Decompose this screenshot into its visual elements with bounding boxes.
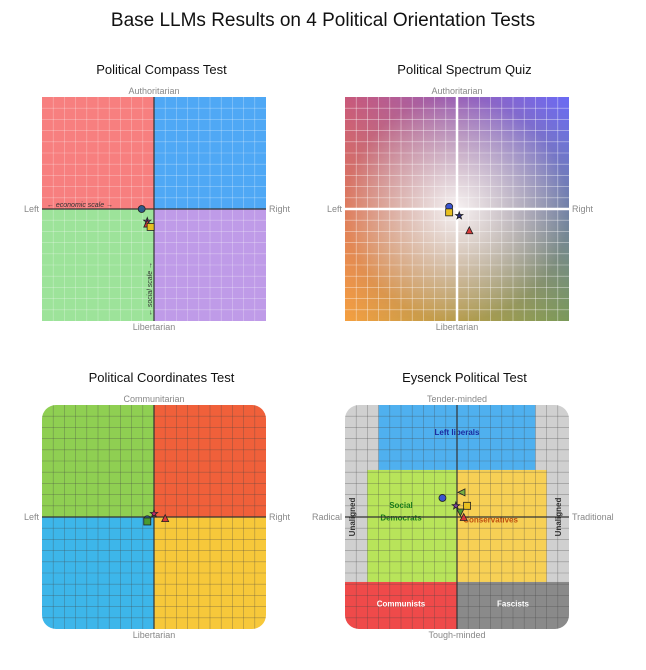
label-right: Traditional [572,512,614,522]
data-point-square [445,208,454,217]
quadrant-top-right [154,97,266,209]
label-left: Radical [312,512,342,522]
y-axis-label: ← social scale → [147,262,154,316]
data-point-star [149,508,159,518]
x-axis-label: ← economic scale → [47,202,113,209]
panel-political-coordinates: Political Coordinates Test Communitarian L… [0,370,323,670]
label-left: Left [24,204,40,214]
label-top: Authoritarian [431,86,482,96]
quadrant-bottom-left [42,209,154,321]
figure-title: Base LLMs Results on 4 Political Orienta… [110,10,536,31]
panel-political-spectrum: Political Spectrum Quiz Authoritarian Libe… [303,62,626,362]
data-point-triangle-left [457,488,466,497]
data-point-triangle-down [456,508,465,517]
data-point-triangle [459,512,468,521]
region-fascists [457,581,569,629]
data-point-circle [137,205,146,213]
chart-svg: Authoritarian Libertarian Left Right [327,86,594,332]
label-bottom: Libertarian [436,322,479,332]
quadrant-top-left [42,405,154,517]
region-social-democrats [367,469,457,582]
chart-svg: ← economic scale → ← social scale → Author… [24,86,291,332]
region-label-communists: Communists [377,600,426,609]
panel-political-compass: Political Compass Test ← economic scale →… [0,62,323,362]
region-label-social-democrats: Social [389,501,413,510]
plot-area [345,97,569,321]
plot-area [42,405,266,629]
label-left: Left [327,204,343,214]
label-bottom: Libertarian [133,630,176,640]
data-point-triangle [465,225,474,235]
label-bottom: Tough-minded [428,630,485,640]
data-point-star [451,500,461,510]
quadrant-top-right [154,405,266,517]
label-right: Right [269,204,291,214]
label-right: Right [572,204,594,214]
label-top: Authoritarian [128,86,179,96]
label-top: Communitarian [123,394,184,404]
panel-title: Political Coordinates Test [88,370,235,385]
region-label-social-democrats: Democrats [380,513,422,522]
label-top: Tender-minded [427,394,487,404]
data-point-circle [438,494,447,502]
label-left: Left [24,512,40,522]
quadrant-bottom-left [42,517,154,629]
region-label-conservatives: Conservatives [463,516,518,525]
chart-svg: Communitarian Libertarian Left Right [24,394,291,640]
quadrant-bottom-right [154,517,266,629]
data-point-square [146,223,155,231]
region-communists [345,581,457,629]
data-point-square [463,501,471,510]
label-bottom: Libertarian [133,322,176,332]
region-label-fascists: Fascists [497,600,530,609]
data-point-star [454,210,465,220]
plot-area: ← economic scale → ← social scale → [42,97,266,321]
panel-title: Eysenck Political Test [402,370,527,385]
data-point-square [143,517,152,526]
region-conservatives [457,469,547,582]
panel-title: Political Compass Test [96,62,227,77]
panel-eysenck: Eysenck Political Test Left liberals Socia… [303,370,626,670]
quadrant-top-left [42,97,154,209]
data-point-triangle [161,513,170,523]
panel-title: Political Spectrum Quiz [397,62,532,77]
label-right: Right [269,512,291,522]
quadrant-bottom-right [154,209,266,321]
